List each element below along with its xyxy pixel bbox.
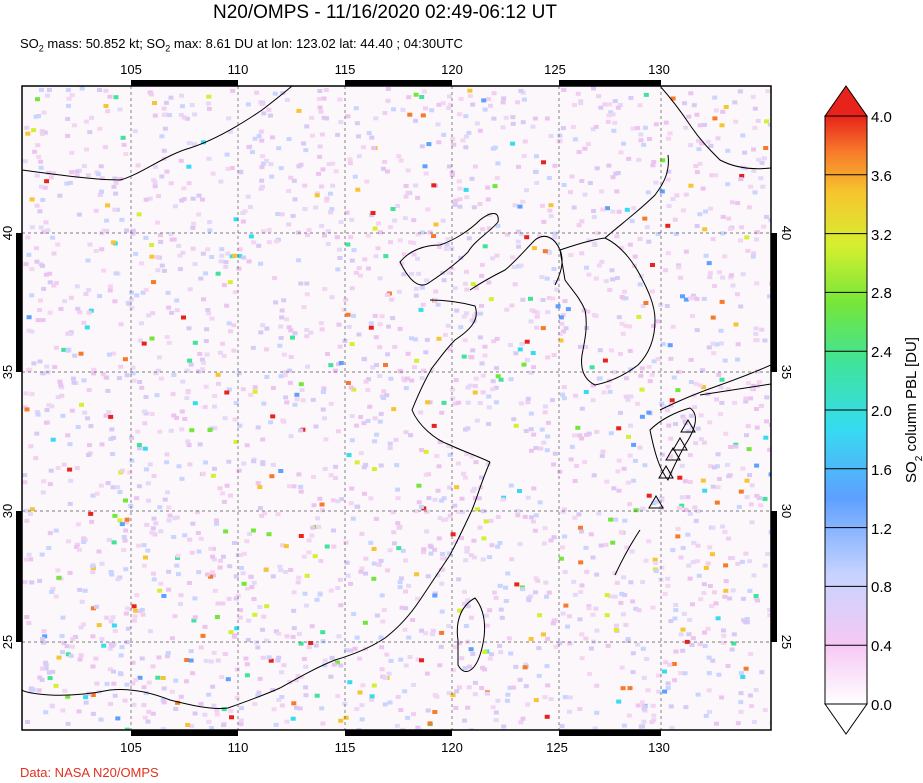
so2-summary: SO2 mass: 50.852 kt; SO2 max: 8.61 DU at… xyxy=(20,36,463,54)
lon-tick-label: 125 xyxy=(544,62,566,77)
lon-tick-label: 115 xyxy=(335,62,356,77)
lat-tick-label: 30 xyxy=(0,504,15,518)
lat-tick-label: 35 xyxy=(0,365,15,379)
colorbar-tick-label: 2.8 xyxy=(871,285,892,302)
lat-labels-left: 40 35 30 25 xyxy=(0,226,15,649)
lat-tick-label: 40 xyxy=(0,226,15,240)
volcano-icon xyxy=(658,465,674,479)
lon-tick-label: 120 xyxy=(441,740,463,755)
so2-pixel-field xyxy=(22,86,771,730)
colorbar-min-arrow xyxy=(824,703,868,735)
lon-tick-label: 105 xyxy=(120,740,142,755)
lat-tick-label: 25 xyxy=(0,635,15,649)
lon-tick-label: 110 xyxy=(228,740,249,755)
lon-labels-top: 105 110 115 120 125 130 xyxy=(120,62,670,77)
lon-tick-label: 110 xyxy=(228,62,249,77)
data-credit: Data: NASA N20/OMPS xyxy=(20,765,159,780)
lon-tick-label: 105 xyxy=(120,62,142,77)
map-frame xyxy=(16,80,777,736)
page-title: N20/OMPS - 11/16/2020 02:49-06:12 UT xyxy=(213,2,557,23)
colorbar-tick-label: 3.6 xyxy=(871,168,892,185)
lon-labels-bottom: 105 110 115 120 125 130 xyxy=(120,740,670,755)
lon-tick-label: 125 xyxy=(546,740,568,755)
lat-tick-label: 40 xyxy=(779,226,794,240)
lon-tick-label: 130 xyxy=(648,62,670,77)
volcano-markers xyxy=(648,419,696,509)
lat-tick-label: 35 xyxy=(779,365,794,379)
colorbar-tick-label: 0.8 xyxy=(871,579,892,596)
volcano-icon xyxy=(648,495,664,509)
colorbar-tick-label: 0.0 xyxy=(871,697,892,714)
lon-tick-label: 115 xyxy=(335,740,356,755)
volcano-icon xyxy=(680,419,696,433)
colorbar-tick-label: 2.4 xyxy=(871,344,892,361)
lat-labels-right: 40 35 30 25 xyxy=(779,226,794,649)
map-panel xyxy=(22,86,771,730)
colorbar-tick-label: 1.2 xyxy=(871,521,892,538)
volcano-icon xyxy=(672,437,688,451)
colorbar-tick-label: 2.0 xyxy=(871,403,892,420)
lon-tick-label: 130 xyxy=(648,740,670,755)
colorbar-tick-label: 3.2 xyxy=(871,227,892,244)
colorbar-tick-label: 0.4 xyxy=(871,638,892,655)
colorbar-label: SO2 column PBL [DU] xyxy=(903,337,923,483)
colorbar-tick-label: 4.0 xyxy=(871,109,892,126)
lon-tick-label: 120 xyxy=(441,62,463,77)
colorbar-max-arrow xyxy=(824,85,868,117)
graticule xyxy=(22,86,771,730)
lat-tick-label: 30 xyxy=(779,504,794,518)
lat-tick-label: 25 xyxy=(779,635,794,649)
coastlines xyxy=(22,86,771,709)
colorbar: 4.0 3.6 3.2 2.8 2.4 2.0 1.6 1.2 0.8 0.4 … xyxy=(824,85,923,735)
colorbar-tick-label: 1.6 xyxy=(871,462,892,479)
volcano-icon xyxy=(665,447,681,461)
